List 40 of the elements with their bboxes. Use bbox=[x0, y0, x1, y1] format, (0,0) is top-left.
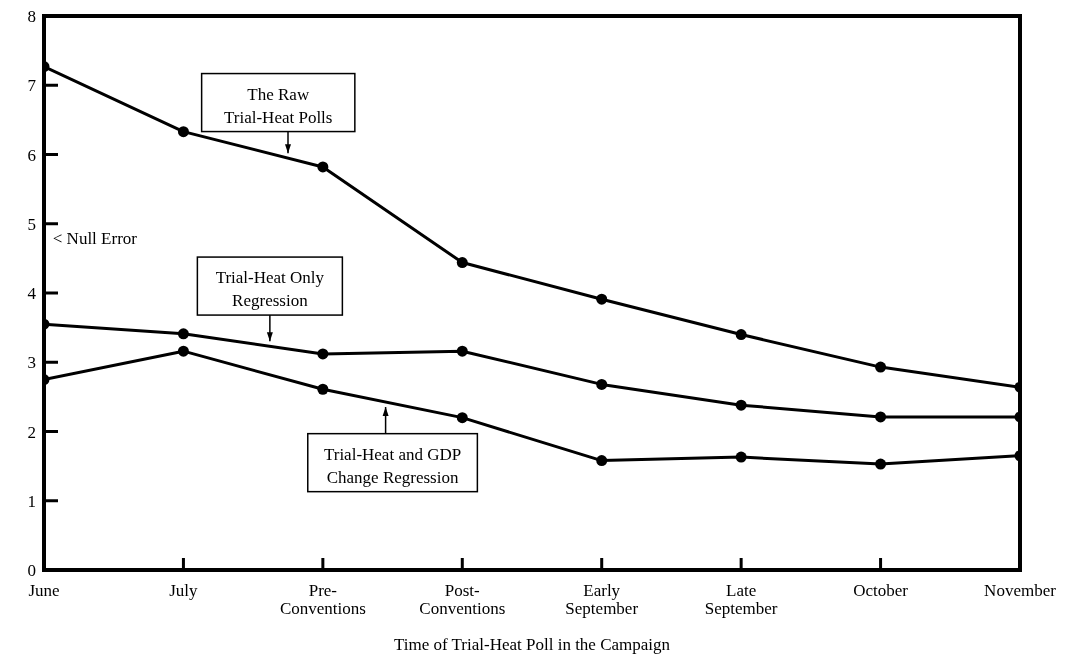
x-tick-label: July bbox=[169, 581, 199, 600]
point bbox=[317, 161, 329, 173]
y-tick-label: 8 bbox=[27, 7, 36, 27]
x-tick-label: November bbox=[984, 581, 1057, 600]
y-tick-label: 3 bbox=[27, 353, 36, 373]
point bbox=[317, 348, 329, 360]
point bbox=[735, 399, 747, 411]
y-tick-label: 6 bbox=[27, 145, 36, 165]
y-tick-label: 1 bbox=[27, 491, 36, 511]
point bbox=[177, 126, 189, 138]
point bbox=[735, 329, 747, 341]
point bbox=[456, 345, 468, 357]
point bbox=[875, 458, 887, 470]
x-tick-label: Early September bbox=[565, 581, 639, 618]
annotation: < Null Error bbox=[52, 228, 138, 248]
point bbox=[177, 345, 189, 357]
x-tick-label: Post-Conventions bbox=[419, 581, 506, 618]
y-tick-label: 4 bbox=[27, 284, 37, 304]
x-axis-title: Time of Trial-Heat Poll in the Campaign bbox=[393, 635, 671, 654]
x-tick-label: October bbox=[853, 581, 909, 600]
x-tick-label: Late September bbox=[704, 581, 778, 618]
series-label: Trial-Heat Only Regression bbox=[215, 268, 325, 311]
y-tick-label: 5 bbox=[27, 214, 36, 234]
point bbox=[735, 451, 747, 463]
series-label: The Raw Trial-Heat Polls bbox=[224, 84, 333, 127]
point bbox=[596, 293, 608, 305]
point bbox=[596, 378, 608, 390]
y-tick-label: 0 bbox=[27, 561, 36, 581]
point bbox=[456, 257, 468, 269]
x-tick-label: June bbox=[28, 581, 60, 600]
point bbox=[875, 361, 887, 373]
x-tick-label: Pre-Conventions bbox=[279, 581, 366, 618]
point bbox=[875, 411, 887, 423]
y-tick-label: 7 bbox=[27, 76, 37, 96]
point bbox=[596, 455, 608, 467]
legend-label: Trial-Heat and GDP Change Regression bbox=[323, 444, 462, 487]
point bbox=[177, 328, 189, 340]
point bbox=[317, 383, 329, 395]
point bbox=[456, 412, 468, 424]
y-tick-label: 2 bbox=[27, 422, 36, 442]
